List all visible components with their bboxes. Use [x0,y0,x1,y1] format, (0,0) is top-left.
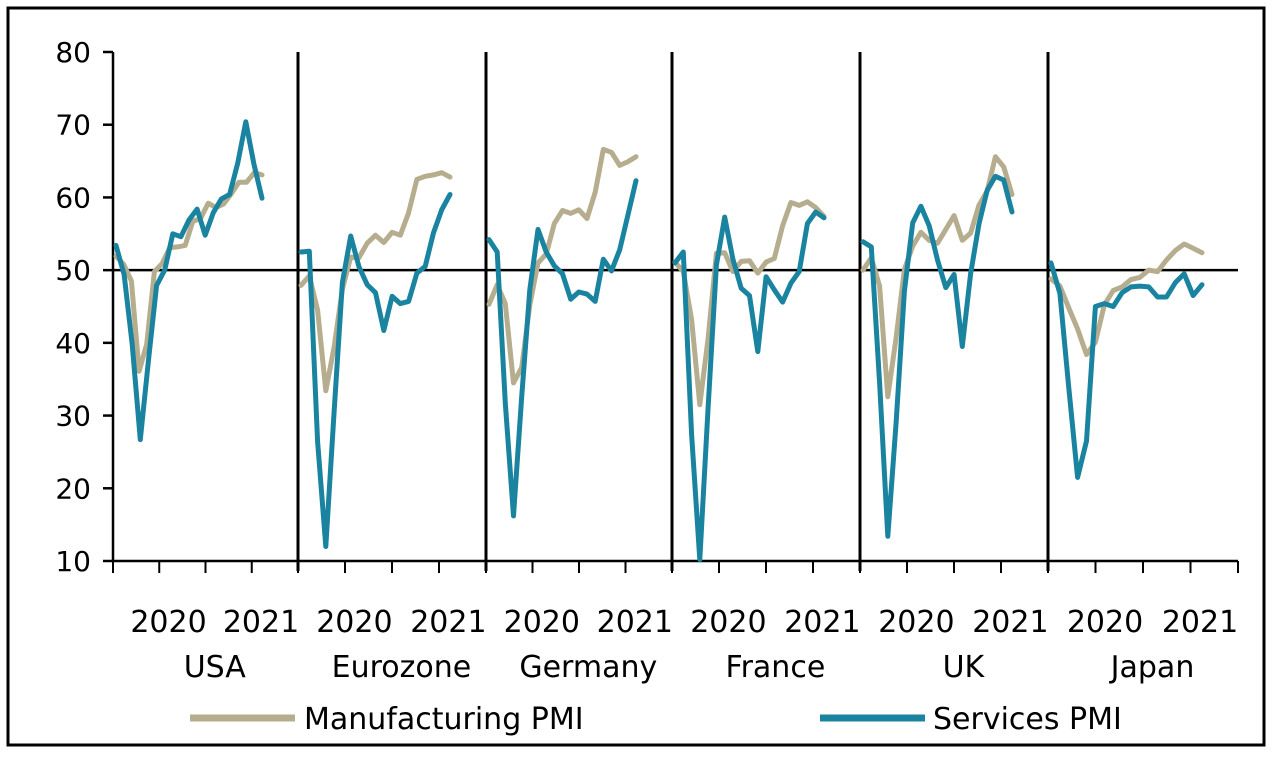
x-country-label: Japan [1109,650,1195,685]
x-country-label: Germany [519,650,657,685]
y-tick-label: 40 [55,327,91,360]
x-year-label: 2021 [223,605,299,640]
x-year-label: 2021 [410,605,486,640]
y-tick-label: 10 [55,545,91,578]
x-country-label: Eurozone [332,650,472,685]
services-pmi-line-japan [1048,260,1205,480]
y-tick-label: 70 [55,109,91,142]
legend-label-services: Services PMI [933,702,1122,737]
legend-label-manufacturing: Manufacturing PMI [304,702,584,737]
services-pmi-line-germany [486,178,639,519]
manufacturing-pmi-line-usa [113,170,265,374]
manufacturing-pmi-line-japan [1048,241,1205,357]
manufacturing-pmi-line-france [672,199,827,408]
x-year-label: 2020 [1067,605,1143,640]
y-tick-label: 30 [55,400,91,433]
x-country-label: UK [943,650,986,685]
services-pmi-line-france [672,209,827,562]
x-year-label: 2021 [1162,605,1238,640]
chart-border [6,6,1266,747]
x-year-label: 2020 [878,605,954,640]
services-pmi-line-eurozone [298,192,453,549]
x-country-label: USA [184,650,247,685]
manufacturing-pmi-line-uk [860,154,1015,400]
x-year-label: 2020 [130,605,206,640]
manufacturing-pmi-line-germany [486,146,639,386]
x-year-label: 2021 [784,605,860,640]
manufacturing-pmi-line-eurozone [298,170,453,394]
y-tick-label: 80 [55,36,91,69]
y-tick-label: 50 [55,254,91,287]
x-year-label: 2021 [597,605,673,640]
y-tick-label: 20 [55,472,91,505]
x-year-label: 2020 [690,605,766,640]
x-year-label: 2020 [504,605,580,640]
y-tick-label: 60 [55,181,91,214]
x-year-label: 2020 [316,605,392,640]
services-pmi-line-uk [860,173,1015,539]
services-pmi-line-usa [113,119,265,443]
x-country-label: France [726,650,826,685]
x-year-label: 2021 [972,605,1048,640]
